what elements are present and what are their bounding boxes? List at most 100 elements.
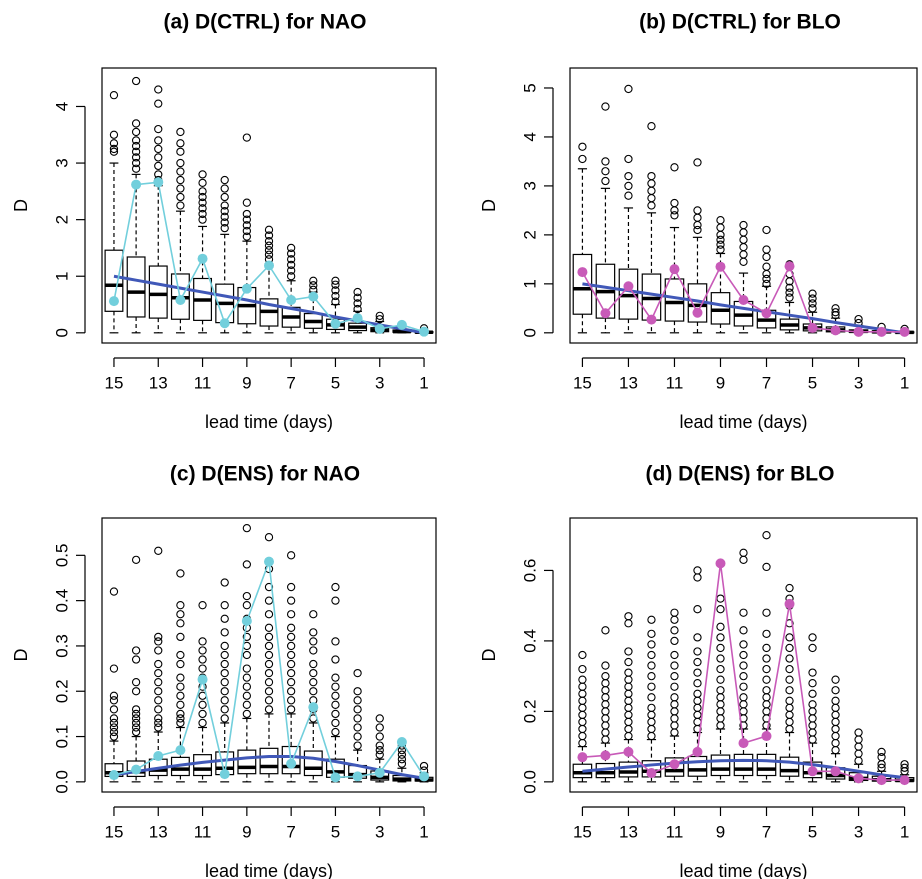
outlier-point bbox=[109, 144, 119, 154]
y-tick-label: 0.3 bbox=[52, 634, 71, 658]
outlier-point bbox=[220, 659, 229, 669]
outlier-point bbox=[242, 673, 252, 682]
outlier-point bbox=[647, 731, 656, 741]
outlier-point bbox=[198, 192, 207, 202]
outlier-point bbox=[601, 721, 610, 730]
outlier-point bbox=[877, 763, 886, 772]
y-tick-label: 0.4 bbox=[520, 629, 539, 653]
outlier-point bbox=[176, 700, 185, 709]
x-tick-label: 3 bbox=[375, 373, 384, 392]
outlier-point bbox=[624, 154, 633, 164]
outlier-point bbox=[578, 703, 587, 713]
outlier-point bbox=[109, 130, 119, 139]
highlight-point bbox=[286, 758, 297, 769]
highlight-point bbox=[669, 264, 680, 275]
highlight-point bbox=[577, 267, 588, 278]
outlier-point bbox=[739, 220, 748, 230]
outlier-point bbox=[131, 705, 141, 714]
outlier-point bbox=[762, 225, 771, 235]
highlight-point bbox=[600, 750, 611, 761]
outlier-point bbox=[670, 728, 679, 737]
x-tick-label: 7 bbox=[286, 373, 295, 392]
outlier-point bbox=[375, 732, 384, 741]
outlier-point bbox=[624, 191, 633, 200]
boxplot-box bbox=[193, 170, 213, 334]
outlier-point bbox=[647, 671, 656, 681]
outlier-point bbox=[831, 686, 840, 695]
outlier-point bbox=[762, 562, 771, 572]
outlier-point bbox=[309, 646, 318, 655]
outlier-point bbox=[242, 591, 252, 601]
outlier-point bbox=[785, 710, 794, 720]
x-tick-label: 3 bbox=[375, 822, 384, 841]
outlier-point bbox=[624, 171, 633, 181]
boxplot-box bbox=[148, 546, 168, 783]
y-tick-label: 0.6 bbox=[520, 559, 539, 583]
outlier-point bbox=[647, 171, 656, 181]
y-tick-label: 5 bbox=[520, 83, 539, 92]
outlier-point bbox=[785, 696, 794, 705]
boxplot-box bbox=[126, 555, 146, 783]
outlier-point bbox=[198, 204, 207, 213]
highlight-point bbox=[330, 772, 341, 783]
outlier-point bbox=[808, 679, 817, 688]
outlier-point bbox=[286, 266, 296, 275]
y-axis-label: D bbox=[11, 199, 31, 212]
outlier-point bbox=[578, 650, 587, 660]
outlier-point bbox=[109, 714, 119, 723]
outlier-point bbox=[831, 745, 840, 755]
outlier-point bbox=[670, 615, 679, 624]
x-tick-label: 3 bbox=[854, 373, 863, 392]
outlier-point bbox=[831, 696, 840, 705]
outlier-point bbox=[220, 192, 229, 202]
x-axis-label: lead time (days) bbox=[205, 861, 333, 879]
outlier-point bbox=[831, 675, 840, 684]
boxplot-box bbox=[572, 650, 593, 783]
outlier-point bbox=[647, 122, 656, 131]
outlier-point bbox=[309, 668, 318, 678]
highlight-point bbox=[738, 295, 749, 306]
outlier-point bbox=[309, 637, 318, 646]
outlier-point bbox=[331, 700, 340, 709]
outlier-point bbox=[131, 164, 141, 173]
outlier-point bbox=[624, 689, 633, 698]
outlier-point bbox=[309, 276, 318, 285]
outlier-point bbox=[670, 700, 679, 709]
outlier-point bbox=[670, 608, 679, 617]
outlier-point bbox=[647, 186, 656, 195]
outlier-point bbox=[242, 198, 252, 207]
outlier-point bbox=[154, 687, 163, 696]
outlier-point bbox=[601, 707, 610, 716]
outlier-point bbox=[242, 232, 252, 241]
outlier-point bbox=[601, 686, 610, 695]
outlier-point bbox=[198, 187, 207, 196]
outlier-point bbox=[808, 735, 817, 744]
outlier-point bbox=[198, 700, 207, 709]
y-tick-label: 0.2 bbox=[520, 700, 539, 724]
outlier-point bbox=[131, 655, 141, 664]
outlier-point bbox=[762, 531, 771, 540]
outlier-point bbox=[242, 226, 252, 236]
boxplot-box bbox=[325, 582, 345, 783]
outlier-point bbox=[739, 671, 748, 681]
outlier-point bbox=[176, 147, 185, 156]
outlier-point bbox=[154, 723, 163, 732]
outlier-point bbox=[264, 236, 274, 246]
outlier-point bbox=[109, 147, 119, 156]
outlier-point bbox=[242, 691, 252, 700]
outlier-point bbox=[578, 142, 587, 151]
outlier-point bbox=[716, 240, 725, 249]
highlight-point bbox=[352, 313, 363, 324]
box-iqr bbox=[259, 747, 279, 775]
outlier-point bbox=[762, 262, 771, 271]
trend-line bbox=[582, 758, 905, 780]
outlier-point bbox=[670, 714, 679, 723]
outlier-point bbox=[808, 633, 817, 642]
highlight-point bbox=[876, 775, 887, 786]
outlier-point bbox=[739, 626, 748, 635]
outlier-point bbox=[109, 691, 119, 700]
outlier-point bbox=[762, 629, 771, 639]
outlier-point bbox=[578, 710, 587, 720]
outlier-point bbox=[154, 659, 163, 669]
